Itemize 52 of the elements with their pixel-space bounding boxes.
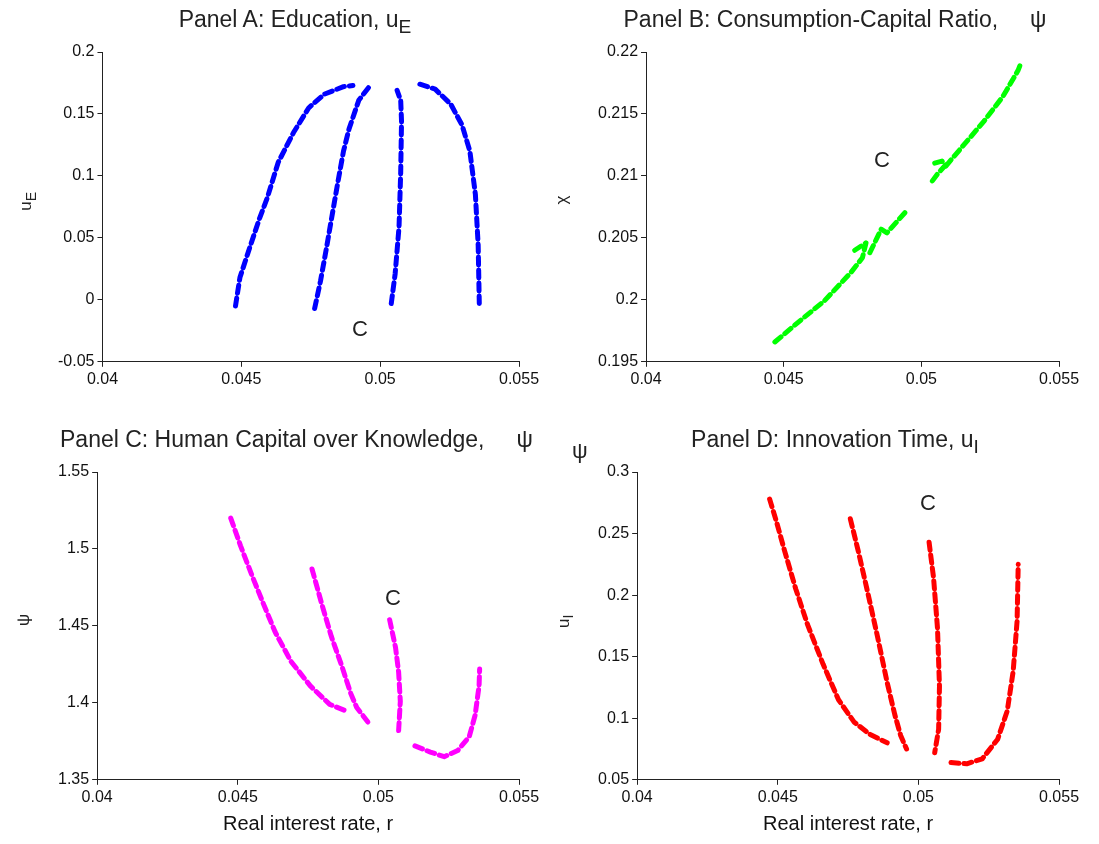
annotation: C [874, 147, 890, 173]
y-tick-label: 1.4 [66, 693, 90, 711]
chart-title: Panel A: Education, u$_{E}$ [177, 6, 413, 38]
annotation: C [920, 490, 936, 516]
y-tick-label: 0.22 [606, 42, 639, 60]
x-tick-label: 0.04 [81, 787, 113, 805]
y-axis-title: ψ [14, 613, 35, 627]
y-tick-label: -0.05 [58, 352, 95, 370]
x-tick-label: 0.05 [905, 369, 938, 387]
x-tick-label: 0.045 [221, 369, 262, 387]
y-tick-label: 0.15 [598, 647, 630, 665]
x-tick-label: 0.05 [902, 787, 935, 805]
x-tick-label: 0.055 [1038, 369, 1080, 387]
x-tick-label: 0.055 [1038, 787, 1080, 805]
annotation: C [352, 316, 368, 342]
x-tick-label: 0.05 [364, 369, 396, 387]
y-tick-label: 0.2 [606, 585, 630, 603]
y-tick-label: 0.3 [606, 462, 630, 480]
y-tick-label: 0.195 [597, 352, 639, 370]
x-axis-title: Real interest rate, r [223, 811, 394, 834]
text: ψ [572, 438, 588, 464]
x-tick-label: 0.055 [498, 369, 540, 387]
annotation: C [385, 585, 401, 611]
y-tick-label: 1.45 [58, 616, 90, 634]
chart-title: Panel C: Human Capital over Knowledge, ψ [60, 426, 533, 453]
y-tick-label: 0.25 [598, 523, 630, 541]
y-tick-label: 0.1 [606, 708, 630, 726]
x-tick-label: 0.04 [621, 787, 653, 805]
y-tick-label: 0.21 [606, 166, 639, 184]
y-tick-label: 1.35 [58, 770, 90, 788]
y-tick-label: 0.205 [597, 228, 639, 246]
y-tick-label: 0.15 [63, 104, 95, 122]
y-tick-label: 1.55 [58, 462, 90, 480]
y-tick-label: 1.5 [66, 539, 90, 557]
x-tick-label: 0.045 [757, 787, 798, 805]
y-tick-label: 0 [85, 290, 95, 308]
y-tick-label: 0.2 [72, 42, 95, 60]
y-tick-label: 0.05 [598, 770, 630, 788]
y-tick-label: 0.05 [63, 228, 95, 246]
chart-title: Panel D: Innovation Time, u$_{I}$ [690, 426, 980, 458]
x-tick-label: 0.04 [86, 369, 119, 387]
x-tick-label: 0.04 [630, 369, 662, 387]
x-axis-title: Real interest rate, r [763, 811, 934, 834]
x-tick-label: 0.055 [498, 787, 540, 805]
y-tick-label: 0.215 [597, 104, 639, 122]
x-tick-label: 0.045 [217, 787, 258, 805]
x-tick-label: 0.05 [362, 787, 395, 805]
chart-title: Panel B: Consumption-Capital Ratio, ψ [622, 6, 1048, 33]
y-axis-title: χ [552, 195, 573, 205]
y-tick-label: 0.2 [615, 290, 639, 308]
x-tick-label: 0.045 [763, 369, 804, 387]
y-tick-label: 0.1 [72, 166, 95, 184]
